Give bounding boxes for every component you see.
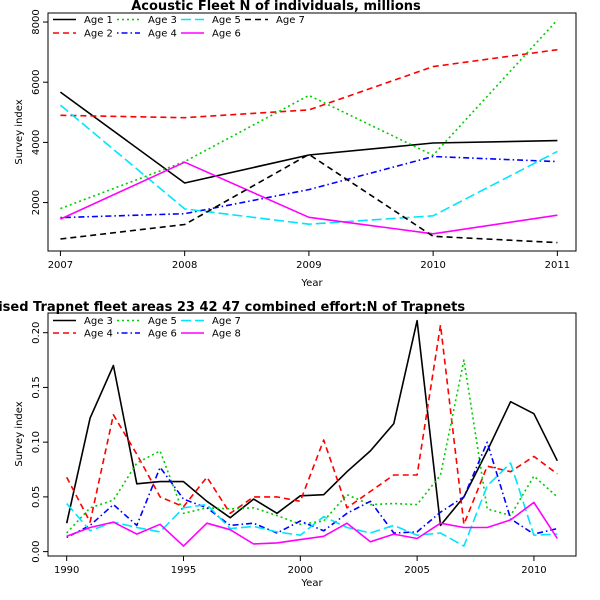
y-tick-label: 6000	[31, 69, 42, 94]
y-axis-label: Survey index	[14, 99, 25, 164]
y-axis-label: Survey index	[14, 401, 25, 466]
y-tick-label: 0.05	[31, 486, 42, 508]
series-line-age-8	[66, 501, 558, 547]
x-tick-label: 2010	[420, 260, 445, 271]
series-line-age-4	[65, 324, 558, 526]
legend-label: Age 8	[212, 329, 241, 340]
series-line-age-2	[60, 48, 558, 119]
series-line-age-6	[60, 161, 558, 235]
series-line-age-7	[66, 462, 558, 547]
legend-label: Age 1	[84, 15, 113, 26]
legend-label: Age 6	[212, 29, 241, 40]
legend-label: Age 2	[84, 29, 113, 40]
legend-label: Age 7	[212, 316, 241, 327]
y-tick-label: 0.00	[31, 540, 42, 562]
y-tick-label: 2000	[31, 190, 42, 215]
x-axis: 1990 1995 2000 2005 2010	[54, 555, 547, 576]
y-tick-label: 4000	[31, 130, 42, 155]
legend-label: Age 6	[148, 329, 177, 340]
x-axis-label: Year	[300, 278, 323, 289]
series-line-age-7	[60, 153, 558, 244]
plot-frame	[47, 12, 577, 252]
y-axis: 2000 4000 6000 8000	[31, 9, 49, 215]
x-tick-label: 2000	[288, 565, 313, 576]
x-tick-label: 2007	[48, 260, 73, 271]
y-tick-label: 8000	[31, 9, 42, 34]
x-tick-label: 2010	[521, 565, 546, 576]
x-tick-label: 2011	[545, 260, 570, 271]
legend: Age 3 Age 4 Age 5 Age 6 Age 7 Age 8	[53, 316, 241, 340]
y-tick-label: 0.15	[31, 376, 42, 398]
legend-label: Age 5	[148, 316, 177, 327]
y-tick-label: 0.20	[31, 322, 42, 344]
series-line-age-3	[65, 319, 559, 527]
x-tick-label: 2005	[404, 565, 429, 576]
legend-label: Age 5	[212, 15, 241, 26]
x-tick-label: 1990	[54, 565, 79, 576]
x-tick-label: 2009	[296, 260, 321, 271]
x-tick-label: 1995	[171, 565, 196, 576]
legend-label: Age 7	[276, 15, 305, 26]
chart-title: Revised Trapnet fleet areas 23 42 47 com…	[0, 300, 465, 315]
y-tick-label: 0.10	[31, 431, 42, 453]
x-axis: 2007 2008 2009 2010 2011	[48, 250, 570, 271]
series-line-age-5	[59, 104, 558, 225]
series-lines	[65, 319, 559, 547]
series-line-age-4	[60, 155, 558, 219]
panel-acoustic-fleet: Acoustic Fleet N of individuals, million…	[14, 0, 577, 289]
legend-label: Age 3	[148, 15, 177, 26]
x-axis-label: Year	[300, 578, 323, 589]
series-line-age-1	[59, 91, 558, 184]
series-lines	[59, 19, 558, 244]
legend-label: Age 4	[148, 29, 177, 40]
y-axis: 0.00 0.05 0.10 0.15 0.20	[31, 322, 49, 563]
x-tick-label: 2008	[172, 260, 197, 271]
series-line-age-3	[60, 19, 558, 210]
legend-label: Age 3	[84, 316, 113, 327]
series-line-age-5	[66, 359, 558, 534]
legend: Age 1 Age 2 Age 3 Age 4 Age 5 Age 6 Age 7	[53, 15, 305, 40]
legend-label: Age 4	[84, 329, 113, 340]
chart-title: Acoustic Fleet N of individuals, million…	[131, 0, 421, 14]
panel-trapnet-fleet: Revised Trapnet fleet areas 23 42 47 com…	[0, 300, 577, 589]
